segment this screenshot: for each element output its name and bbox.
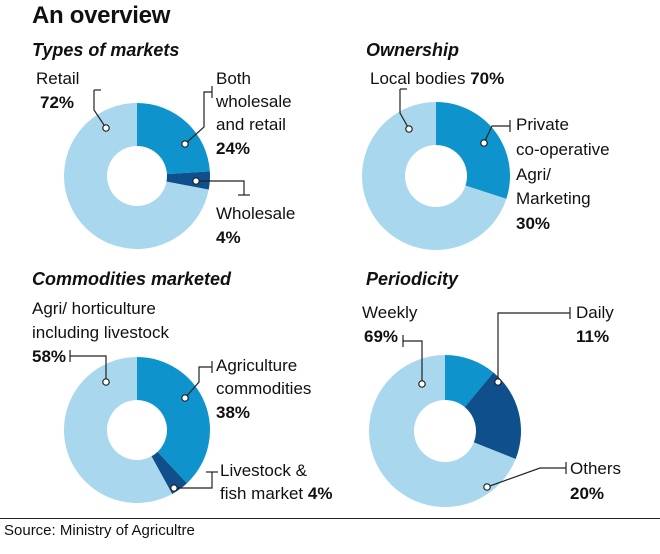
leader-wholesale <box>196 180 245 195</box>
slice-weekly <box>369 355 516 507</box>
label-others: Others <box>570 459 622 478</box>
footer-divider <box>0 518 660 519</box>
slice-wholesale <box>166 171 211 190</box>
slice-livestock-fish-market <box>151 451 187 494</box>
leader-others <box>486 467 566 488</box>
label-agri-commodities-2: commodities <box>216 379 312 398</box>
label-both-3: and retail <box>216 115 286 134</box>
dot-others <box>483 483 491 491</box>
dot-local-bodies <box>405 125 413 133</box>
value-others: 20% <box>570 484 605 503</box>
label-agri-horti-1: Agri/ horticulture <box>32 299 156 318</box>
value-local-bodies: 70% <box>470 69 505 88</box>
page-title: An overview <box>32 2 171 29</box>
dot-livestock <box>170 484 178 492</box>
dot-both <box>181 140 189 148</box>
label-private-4: Marketing <box>516 189 591 208</box>
slice-private-co-operative-agri-marketing <box>436 102 510 199</box>
value-agri-commodities: 38% <box>216 403 251 422</box>
label-agri-commodities-1: Agriculture <box>216 356 298 375</box>
label-private-1: Private <box>516 115 569 134</box>
dot-agri-commodities <box>181 394 189 402</box>
slice-others <box>464 372 522 459</box>
slice-retail <box>64 103 209 250</box>
label-livestock-1: Livestock & <box>220 461 307 480</box>
label-livestock-2: fish market 4% <box>220 484 333 503</box>
leader-private <box>483 125 510 144</box>
source-note: Source: Ministry of Agricultre <box>4 522 195 539</box>
value-wholesale: 4% <box>216 228 241 247</box>
dot-weekly <box>418 380 426 388</box>
dot-private <box>480 139 488 147</box>
slice-local-bodies <box>362 102 507 250</box>
dot-retail <box>102 124 110 132</box>
value-retail: 72% <box>40 93 75 112</box>
slice-both-wholesale-and-retail <box>137 103 210 175</box>
leader-both <box>184 91 212 145</box>
label-private-3: Agri/ <box>516 165 551 184</box>
chart-title-periodicity: Periodicity <box>366 269 459 289</box>
label-retail: Retail <box>36 69 80 88</box>
dot-daily <box>494 378 502 386</box>
dot-wholesale <box>192 177 200 185</box>
chart-title-commodities-marketed: Commodities marketed <box>32 269 232 289</box>
leader-local-bodies <box>399 89 410 130</box>
slice-agriculture-commodities <box>137 357 211 484</box>
leader-agri-horti <box>70 355 107 382</box>
label-local-bodies: Local bodies 70% <box>370 69 505 88</box>
value-daily: 11% <box>576 327 610 346</box>
dot-agri-horti <box>102 378 110 386</box>
leader-daily <box>497 312 570 382</box>
label-private-2: co-operative <box>516 140 610 159</box>
leader-agri-commodities <box>184 366 212 399</box>
slice-agri-horticulture-including-livestock <box>64 357 173 503</box>
slice-daily <box>445 355 494 408</box>
value-both: 24% <box>216 139 251 158</box>
label-daily: Daily <box>576 303 614 322</box>
leader-livestock <box>174 472 213 489</box>
chart-title-types-of-markets: Types of markets <box>32 40 180 60</box>
label-agri-horti-2: including livestock <box>32 323 170 342</box>
label-both-2: wholesale <box>216 92 292 111</box>
value-private: 30% <box>516 214 551 233</box>
value-agri-horti: 58% <box>32 347 67 366</box>
label-weekly: Weekly <box>362 303 418 322</box>
leader-weekly <box>403 340 423 384</box>
value-livestock: 4% <box>307 484 333 503</box>
label-both-1: Both <box>216 69 251 88</box>
label-wholesale: Wholesale <box>216 204 296 223</box>
value-weekly: 69% <box>364 327 399 346</box>
leader-retail <box>93 90 107 129</box>
chart-title-ownership: Ownership <box>366 40 460 60</box>
